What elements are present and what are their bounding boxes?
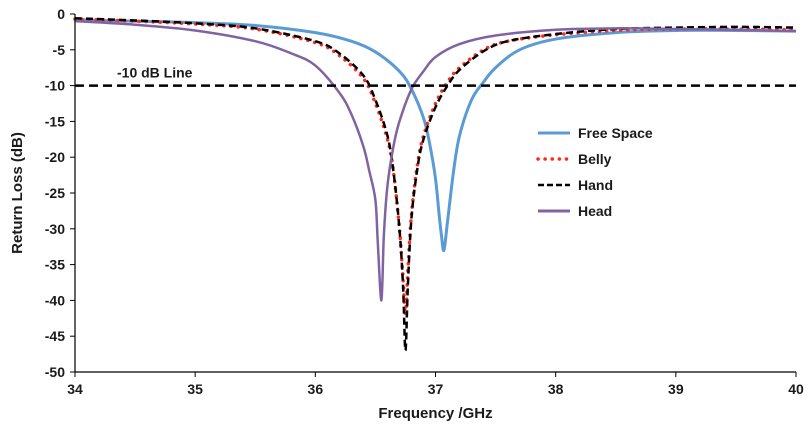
y-tick-label: -5 <box>53 42 66 58</box>
y-tick-label: -15 <box>45 113 65 129</box>
x-tick-label: 37 <box>428 381 444 397</box>
x-axis-title: Frequency /GHz <box>378 405 492 422</box>
x-tick-label: 34 <box>67 381 83 397</box>
legend-label-2: Hand <box>578 177 613 193</box>
y-tick-label: -30 <box>45 221 65 237</box>
y-tick-label: -25 <box>45 185 65 201</box>
series-line-1 <box>73 17 798 317</box>
ten-db-line-group: -10 dB Line <box>75 65 796 87</box>
series-line-3 <box>74 19 797 302</box>
y-tick-label: -10 <box>45 78 65 94</box>
series-line-2 <box>74 17 797 352</box>
y-tick-label: -50 <box>45 364 65 380</box>
legend-label-0: Free Space <box>578 125 653 141</box>
legend-label-3: Head <box>578 203 612 219</box>
x-tick-label: 36 <box>308 381 324 397</box>
y-tick-labels: 0 -5 -10 -15 -20 -25 -30 -35 -40 -45 -50 <box>45 6 65 380</box>
series-line-0 <box>74 18 797 253</box>
series-lines <box>73 17 798 352</box>
axes <box>70 13 797 377</box>
ten-db-line-label: -10 dB Line <box>117 65 193 81</box>
x-tick-labels: 34 35 36 37 38 39 40 <box>67 381 804 397</box>
x-tick-label: 35 <box>187 381 203 397</box>
x-tick-label: 39 <box>668 381 684 397</box>
y-tick-label: 0 <box>57 6 65 22</box>
x-tick-label: 40 <box>788 381 804 397</box>
y-tick-label: -20 <box>45 149 65 165</box>
y-axis-title: Return Loss (dB) <box>9 132 26 254</box>
y-tick-label: -45 <box>45 328 65 344</box>
legend-label-1: Belly <box>578 151 612 167</box>
x-tick-label: 38 <box>548 381 564 397</box>
legend: Free Space Belly Hand Head <box>536 125 653 219</box>
y-tick-label: -35 <box>45 257 65 273</box>
y-tick-label: -40 <box>45 292 65 308</box>
